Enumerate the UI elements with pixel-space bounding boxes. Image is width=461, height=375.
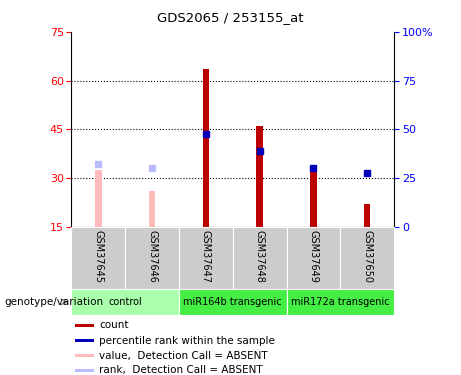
Text: miR172a transgenic: miR172a transgenic xyxy=(291,297,390,307)
Bar xyxy=(256,126,263,227)
Text: GDS2065 / 253155_at: GDS2065 / 253155_at xyxy=(157,11,304,24)
Bar xyxy=(179,289,287,315)
Bar xyxy=(310,172,317,227)
Text: GSM37646: GSM37646 xyxy=(147,230,157,283)
Bar xyxy=(149,191,155,227)
Text: GSM37650: GSM37650 xyxy=(362,230,372,283)
Bar xyxy=(364,204,371,227)
Bar xyxy=(71,227,125,289)
Bar xyxy=(75,339,94,342)
Bar xyxy=(340,227,394,289)
Bar xyxy=(95,170,101,227)
Text: percentile rank within the sample: percentile rank within the sample xyxy=(99,336,275,345)
Bar xyxy=(75,369,94,372)
Bar xyxy=(233,227,287,289)
Text: control: control xyxy=(108,297,142,307)
Text: rank,  Detection Call = ABSENT: rank, Detection Call = ABSENT xyxy=(99,366,263,375)
Bar xyxy=(75,324,94,327)
Bar xyxy=(287,227,340,289)
Text: GSM37649: GSM37649 xyxy=(308,230,319,283)
Bar xyxy=(125,227,179,289)
Text: value,  Detection Call = ABSENT: value, Detection Call = ABSENT xyxy=(99,351,268,360)
Bar xyxy=(287,289,394,315)
Bar xyxy=(179,227,233,289)
Text: genotype/variation: genotype/variation xyxy=(5,297,104,307)
Text: GSM37647: GSM37647 xyxy=(201,230,211,283)
Text: miR164b transgenic: miR164b transgenic xyxy=(183,297,282,307)
Bar xyxy=(75,354,94,357)
Bar xyxy=(203,69,209,227)
Text: GSM37645: GSM37645 xyxy=(93,230,103,283)
Bar xyxy=(71,289,179,315)
Text: GSM37648: GSM37648 xyxy=(254,230,265,283)
Text: count: count xyxy=(99,321,129,330)
